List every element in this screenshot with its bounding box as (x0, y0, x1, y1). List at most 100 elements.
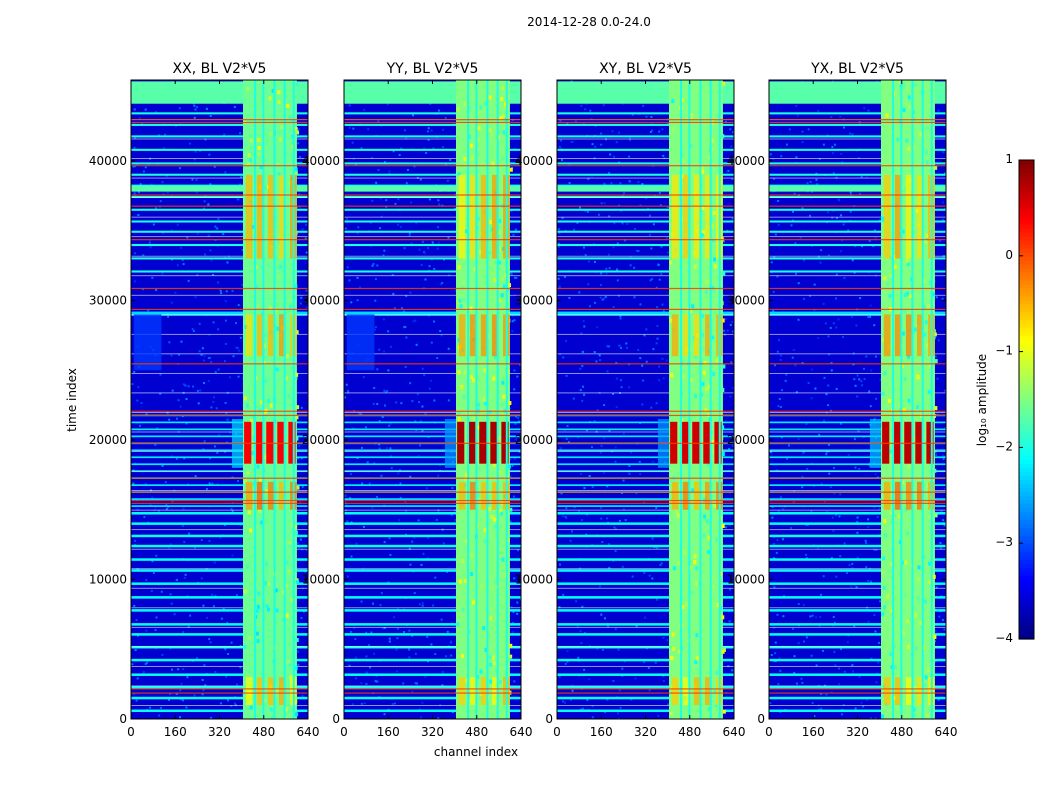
band-pixel (509, 167, 513, 172)
stripe (769, 544, 946, 548)
band-pixel (464, 669, 468, 674)
noise-pixel (144, 483, 147, 486)
band-pixel (927, 103, 931, 108)
band-block (916, 677, 924, 706)
band-pixel (889, 333, 893, 338)
band-pixel (691, 171, 695, 176)
noise-pixel (360, 600, 363, 603)
noise-pixel (639, 473, 642, 476)
stripe (344, 709, 521, 713)
band-pixel (285, 613, 289, 618)
band-pixel (477, 126, 481, 131)
flag-line (769, 239, 946, 241)
flag-line (344, 308, 521, 311)
noise-pixel (660, 272, 663, 275)
stripe (769, 230, 946, 233)
flag-line (131, 502, 308, 504)
colorbar-segment (1019, 271, 1034, 277)
noise-pixel (853, 271, 856, 274)
noise-pixel (137, 191, 140, 194)
noise-pixel (223, 133, 226, 136)
noise-pixel (169, 647, 172, 650)
noise-pixel (777, 223, 780, 226)
noise-pixel (375, 495, 378, 498)
colorbar-segment (1019, 243, 1034, 249)
noise-pixel (362, 376, 365, 379)
noise-pixel (608, 566, 611, 569)
noise-pixel (157, 509, 160, 512)
noise-pixel (224, 524, 227, 527)
noise-pixel (566, 122, 569, 125)
noise-pixel (875, 548, 878, 551)
noise-pixel (409, 382, 412, 385)
noise-pixel (860, 701, 863, 704)
noise-pixel (350, 473, 353, 476)
noise-pixel (597, 213, 600, 216)
noise-pixel (730, 361, 733, 364)
noise-pixel (366, 461, 369, 464)
noise-pixel (820, 482, 823, 485)
noise-pixel (379, 227, 382, 230)
band-pixel (479, 270, 483, 275)
noise-pixel (454, 519, 457, 522)
noise-pixel (412, 114, 415, 117)
noise-pixel (297, 663, 300, 666)
noise-pixel (580, 104, 583, 107)
band-pixel (243, 644, 247, 649)
noise-pixel (397, 198, 400, 201)
gap-line (769, 412, 946, 413)
noise-pixel (427, 127, 430, 130)
gap-line (557, 412, 734, 413)
band-pixel (890, 717, 894, 719)
noise-pixel (423, 374, 426, 377)
band-pixel (907, 618, 911, 623)
band-pixel (677, 560, 681, 565)
stripe (769, 534, 946, 538)
band-pixel (499, 116, 503, 121)
noise-pixel (593, 351, 596, 354)
band-pixel (268, 306, 272, 311)
flag-line (344, 239, 521, 241)
band-pixel (484, 647, 488, 652)
noise-pixel (217, 281, 220, 284)
band-pixel (493, 580, 497, 585)
band-pixel (907, 95, 911, 100)
noise-pixel (509, 520, 512, 523)
stripe (769, 596, 946, 599)
noise-pixel (846, 572, 849, 575)
gap-line (344, 372, 521, 374)
stripe (557, 596, 734, 599)
noise-pixel (878, 219, 881, 222)
noise-pixel (231, 289, 234, 292)
noise-pixel (201, 693, 204, 696)
band-pixel (898, 542, 902, 547)
band-pixel (476, 375, 480, 380)
band-pixel (483, 401, 487, 406)
band-pixel (257, 146, 261, 151)
band-block (693, 481, 701, 510)
noise-pixel (171, 500, 174, 503)
band-pixel (671, 632, 675, 637)
noise-pixel (667, 703, 670, 706)
noise-pixel (403, 129, 406, 132)
band-pixel (700, 313, 704, 318)
noise-pixel (797, 282, 800, 285)
noise-pixel (398, 519, 401, 522)
noise-pixel (515, 438, 518, 441)
band-pixel (263, 697, 267, 702)
stripe (769, 112, 946, 115)
noise-pixel (222, 233, 225, 236)
colorbar-segment (1019, 475, 1034, 480)
noise-pixel (778, 398, 781, 401)
noise-pixel (856, 395, 859, 398)
noise-pixel (809, 180, 812, 183)
noise-pixel (560, 139, 563, 142)
noise-pixel (832, 322, 835, 325)
noise-pixel (873, 548, 876, 551)
colorbar-segment (1019, 387, 1034, 393)
noise-pixel (132, 165, 135, 168)
noise-pixel (835, 387, 838, 390)
stripe (131, 696, 308, 700)
stripe (131, 658, 308, 662)
noise-pixel (641, 403, 644, 406)
